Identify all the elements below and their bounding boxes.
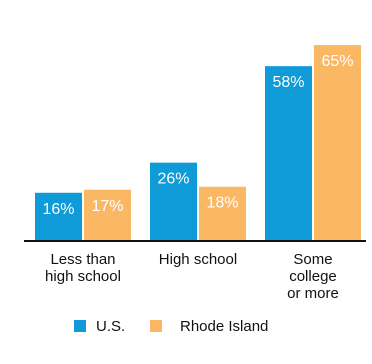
bar-value-label-rhode-island-high-school: 18%: [206, 195, 238, 212]
bar-rhode-island-some-college-or-more: [314, 45, 361, 242]
bar-value-label-us-some-college-or-more: 58%: [272, 74, 304, 91]
bar-value-label-rhode-island-less-than-high-school: 17%: [91, 198, 123, 215]
legend-swatch-us: [74, 320, 86, 332]
category-label-some-college-or-more-line-1: Some: [293, 251, 332, 268]
legend-label-us: U.S.: [96, 318, 125, 335]
category-label-high-school-line-1: High school: [159, 251, 237, 268]
bar-us-some-college-or-more: [265, 66, 312, 242]
bar-value-label-us-less-than-high-school: 16%: [42, 201, 74, 218]
bar-rhode-island-less-than-high-school: [84, 189, 131, 241]
bar-value-label-us-high-school: 26%: [157, 171, 189, 188]
category-label-less-than-high-school-line-1: Less than: [50, 251, 115, 268]
legend: U.S. Rhode Island: [74, 318, 268, 335]
bars-group: [35, 45, 361, 242]
bar-us-high-school: [150, 162, 197, 241]
legend-label-rhode-island: Rhode Island: [180, 318, 268, 335]
category-label-less-than-high-school-line-2: high school: [45, 268, 121, 285]
bar-us-less-than-high-school: [35, 192, 82, 241]
bar-rhode-island-high-school: [199, 186, 246, 241]
bar-value-labels: 16% 26% 58% 17% 18% 65%: [42, 53, 353, 218]
legend-swatch-rhode-island: [150, 320, 162, 332]
category-label-some-college-or-more-line-3: or more: [287, 285, 339, 302]
category-label-some-college-or-more-line-2: college: [289, 268, 337, 285]
bar-value-label-rhode-island-some-college-or-more: 65%: [321, 53, 353, 70]
